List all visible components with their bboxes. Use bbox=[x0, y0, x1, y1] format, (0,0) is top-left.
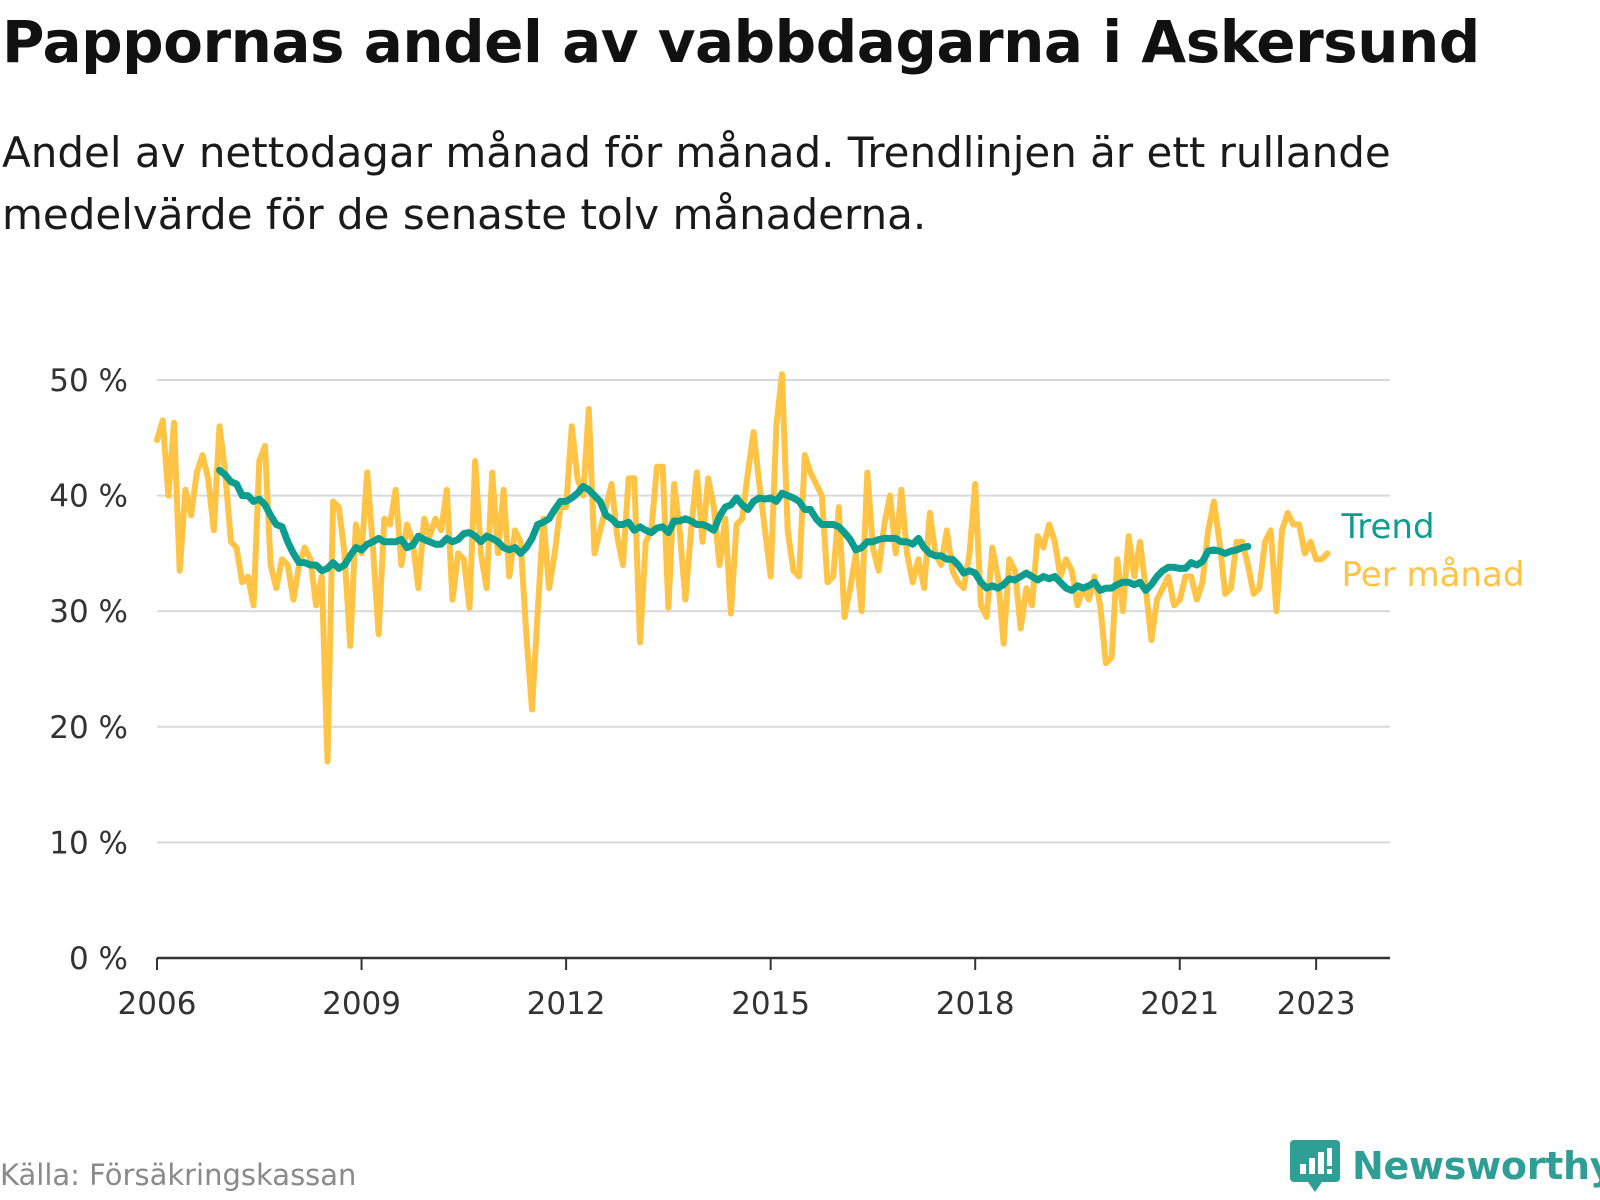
series-line bbox=[154, 371, 1331, 765]
x-tick-label: 2023 bbox=[1277, 986, 1356, 1022]
legend: Trend Per månad bbox=[1340, 507, 1524, 595]
brand-logo: Newsworthy bbox=[1290, 1138, 1600, 1194]
newsworthy-logo-icon bbox=[1290, 1140, 1340, 1192]
brand-name: Newsworthy bbox=[1352, 1144, 1600, 1188]
y-tick-label: 50 % bbox=[49, 363, 128, 399]
series-trend bbox=[216, 466, 1252, 594]
y-tick-label: 20 % bbox=[49, 710, 128, 746]
y-tick-label: 40 % bbox=[49, 479, 128, 515]
y-tick-label: 10 % bbox=[49, 825, 128, 861]
legend-label-per-manad: Per månad bbox=[1341, 555, 1524, 595]
chart-subtitle: Andel av nettodagar månad för månad. Tre… bbox=[2, 128, 1391, 239]
y-tick-label: 30 % bbox=[49, 594, 128, 630]
x-tick-label: 2009 bbox=[322, 986, 401, 1022]
grid-lines bbox=[157, 379, 1390, 844]
x-tick-label: 2018 bbox=[936, 986, 1015, 1022]
x-tick-label: 2012 bbox=[527, 986, 606, 1022]
series-line bbox=[216, 466, 1252, 594]
x-tick-label: 2021 bbox=[1140, 986, 1219, 1022]
x-axis: 2006 2009 2012 2015 2018 2021 2023 bbox=[118, 956, 1390, 1022]
series-per-manad bbox=[154, 371, 1331, 765]
y-axis-tick-labels: 0 % 10 % 20 % 30 % 40 % 50 % bbox=[49, 363, 128, 977]
source-note: Källa: Försäkringskassan bbox=[0, 1158, 357, 1192]
legend-label-trend: Trend bbox=[1340, 507, 1434, 547]
y-tick-label: 0 % bbox=[69, 941, 128, 977]
chart-title: Pappornas andel av vabbdagarna i Askersu… bbox=[2, 8, 1480, 76]
x-tick-label: 2006 bbox=[118, 986, 197, 1022]
x-tick-label: 2015 bbox=[731, 986, 810, 1022]
